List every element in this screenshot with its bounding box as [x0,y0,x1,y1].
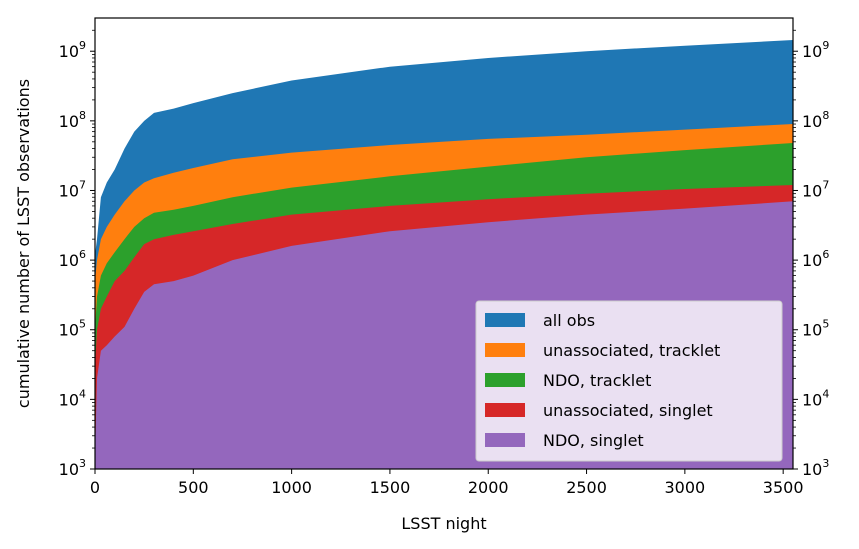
y-tick-label: 105 [59,318,86,340]
legend-swatch [485,373,525,387]
legend-box [475,300,783,462]
plot-frame [94,17,794,470]
legend-label: NDO, singlet [543,431,644,450]
x-tick-label: 2500 [566,478,607,497]
y-tick-label: 108 [59,109,86,131]
x-tick-label: 1000 [271,478,312,497]
y-tick-label: 106 [59,248,86,270]
x-tick-label: 500 [178,478,209,497]
y-tick-label: 109 [802,39,829,61]
y-tick-label: 108 [802,109,829,131]
y-tick-label: 107 [802,178,829,200]
y-tick-label: 109 [59,39,86,61]
y-tick-label: 107 [59,178,86,200]
y-axis-left: 103 104 105 106 107 108 109 [59,29,95,479]
legend-swatch [485,403,525,417]
y-axis-right: 103 104 105 106 107 108 109 [793,29,829,479]
y-axis-label: cumulative number of LSST observations [14,79,33,408]
legend-swatch [485,343,525,357]
legend-label: unassociated, singlet [543,401,713,420]
y-tick-label: 105 [802,318,829,340]
x-axis-label: LSST night [401,514,486,533]
legend-swatch [485,313,525,327]
legend: all obs unassociated, tracklet NDO, trackl… [475,300,783,462]
y-tick-label: 104 [802,387,829,409]
x-tick-label: 0 [90,478,100,497]
legend-label: unassociated, tracklet [543,341,720,360]
x-tick-label: 2000 [468,478,509,497]
y-tick-label: 104 [59,387,86,409]
x-tick-label: 3500 [763,478,804,497]
y-tick-label: 106 [802,248,829,270]
x-tick-label: 3000 [664,478,705,497]
legend-swatch [485,433,525,447]
x-tick-label: 1500 [370,478,411,497]
y-tick-label: 103 [59,457,86,479]
y-tick-label: 103 [802,457,829,479]
legend-label: all obs [543,311,595,330]
x-axis: 0 500 1000 1500 2000 2500 3000 3500 [90,469,804,497]
legend-label: NDO, tracklet [543,371,651,390]
